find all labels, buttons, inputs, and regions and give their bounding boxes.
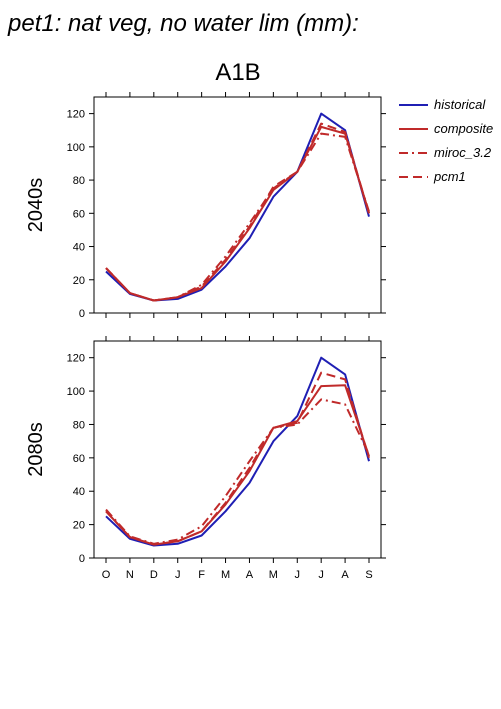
- y-tick-label: 80: [73, 175, 85, 187]
- y-tick-label: 40: [73, 242, 85, 254]
- figure-title: pet1: nat veg, no water lim (mm):: [7, 10, 359, 37]
- legend-item: miroc_3.2: [399, 145, 492, 160]
- series-line-miroc_3.2: [105, 398, 370, 545]
- legend-item: composite: [399, 121, 493, 136]
- x-tick-label: A: [246, 569, 254, 581]
- legend-item: pcm1: [399, 169, 466, 184]
- x-tick-label: F: [198, 569, 205, 581]
- x-tick-label: M: [221, 569, 230, 581]
- x-tick-label: J: [295, 569, 301, 581]
- y-tick-label: 40: [73, 486, 85, 498]
- series-line-composite: [105, 125, 370, 302]
- y-tick-label: 0: [79, 553, 85, 565]
- panel-label: 2040s: [25, 178, 47, 233]
- x-tick-label: J: [318, 569, 324, 581]
- plot-frame: [93, 96, 382, 314]
- legend-label: historical: [434, 97, 486, 112]
- y-tick-label: 120: [67, 353, 85, 365]
- legend-label: miroc_3.2: [434, 145, 492, 160]
- legend-label: composite: [434, 121, 493, 136]
- series-line-pcm1: [105, 371, 370, 546]
- y-tick-label: 60: [73, 208, 85, 220]
- x-tick-label: N: [126, 569, 134, 581]
- panel-2040s: 0 20 40 60 80 100 120 2040s: [25, 92, 386, 320]
- x-tick-label: O: [102, 569, 111, 581]
- y-tick-label: 0: [79, 308, 85, 320]
- legend: historical composite miroc_3.2 pcm1: [399, 97, 493, 184]
- series-line-pcm1: [105, 122, 370, 302]
- y-tick-label: 20: [73, 275, 85, 287]
- y-tick-label: 80: [73, 419, 85, 431]
- panels: 0 20 40 60 80 100 120 2040s 0 20 40 60 80 100 120 O N D J F…: [25, 92, 386, 581]
- x-tick-label: J: [175, 569, 181, 581]
- figure-subtitle: A1B: [215, 59, 260, 86]
- plot-frame: [93, 340, 382, 559]
- legend-item: historical: [399, 97, 486, 112]
- series-line-composite: [105, 384, 370, 546]
- y-tick-label: 100: [67, 386, 85, 398]
- legend-label: pcm1: [433, 169, 466, 184]
- y-tick-label: 100: [67, 142, 85, 154]
- y-tick-label: 120: [67, 109, 85, 121]
- x-tick-label: D: [150, 569, 158, 581]
- series-line-miroc_3.2: [105, 132, 370, 302]
- x-tick-label: A: [341, 569, 349, 581]
- y-tick-label: 20: [73, 520, 85, 532]
- y-tick-label: 60: [73, 453, 85, 465]
- x-tick-label: M: [269, 569, 278, 581]
- panel-2080s: 0 20 40 60 80 100 120 O N D J F M A M J J A S 2080s: [25, 336, 386, 581]
- x-tick-label: S: [365, 569, 372, 581]
- panel-label: 2080s: [25, 422, 47, 477]
- series-line-historical: [105, 112, 370, 302]
